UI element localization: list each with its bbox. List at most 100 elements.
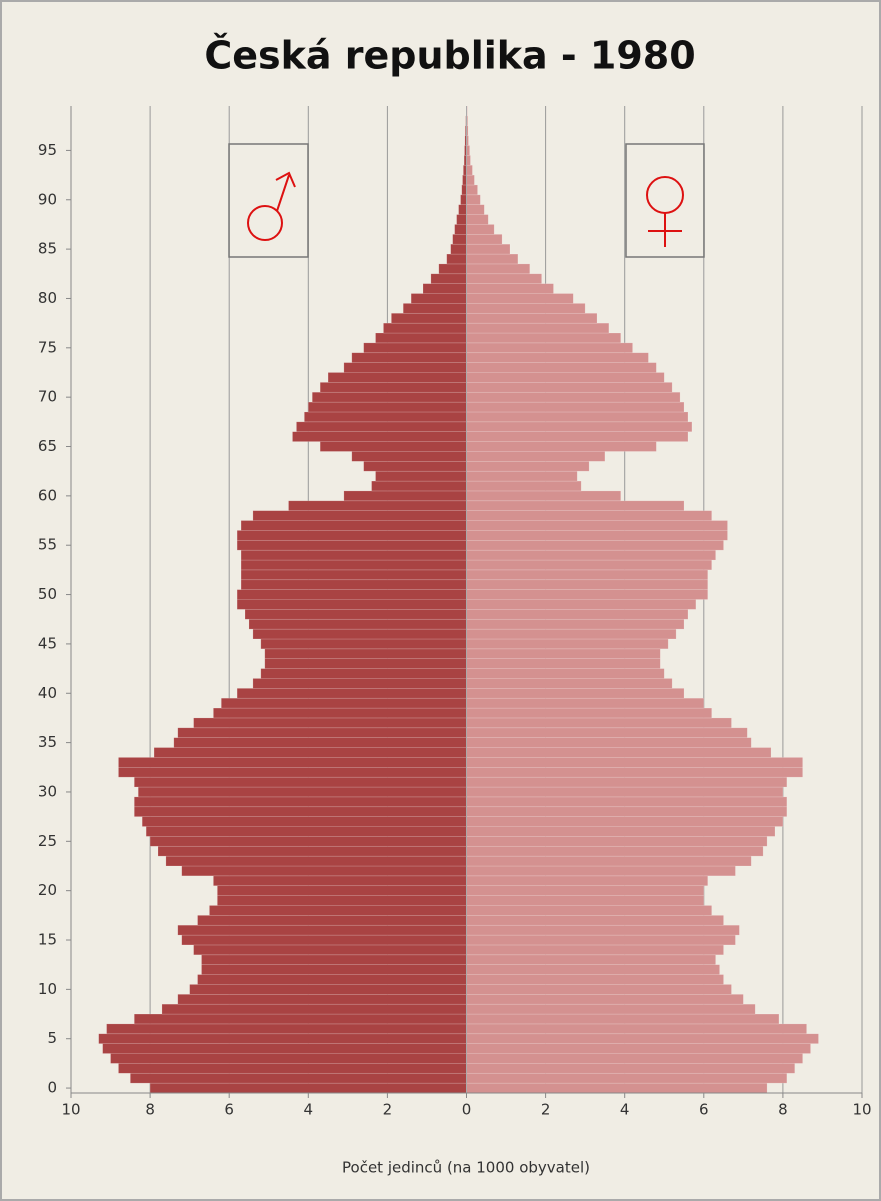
bar bbox=[466, 1033, 819, 1044]
bar bbox=[260, 668, 467, 679]
bar bbox=[177, 727, 467, 738]
bar bbox=[466, 1023, 807, 1035]
bar bbox=[452, 234, 467, 245]
bar bbox=[466, 569, 709, 581]
bar bbox=[466, 579, 709, 590]
bar bbox=[466, 688, 685, 699]
bar bbox=[343, 362, 467, 373]
bar bbox=[252, 678, 467, 689]
bar bbox=[454, 224, 467, 235]
bar bbox=[466, 362, 657, 373]
x-tick-label: 10 bbox=[852, 1101, 871, 1119]
bar bbox=[466, 549, 716, 561]
bar bbox=[217, 885, 467, 896]
bar bbox=[466, 776, 788, 788]
bar bbox=[466, 342, 633, 354]
bar bbox=[240, 569, 467, 581]
bar bbox=[466, 500, 685, 511]
bar bbox=[264, 658, 467, 669]
bar bbox=[375, 332, 467, 344]
bar bbox=[466, 253, 519, 265]
bar bbox=[236, 589, 467, 600]
bar bbox=[466, 678, 673, 689]
bar bbox=[466, 1053, 803, 1064]
bar bbox=[193, 944, 467, 956]
y-tick-label: 70 bbox=[38, 388, 57, 406]
bar bbox=[133, 776, 467, 788]
bar bbox=[133, 796, 467, 808]
bar bbox=[466, 155, 471, 166]
bar bbox=[466, 974, 724, 985]
bar bbox=[213, 707, 467, 719]
bar bbox=[371, 480, 467, 492]
y-tick-label: 30 bbox=[38, 782, 57, 800]
bar bbox=[466, 451, 606, 462]
y-tick-label: 25 bbox=[38, 832, 57, 850]
bar bbox=[466, 421, 693, 433]
bar bbox=[193, 717, 467, 729]
bar bbox=[240, 549, 467, 561]
bar bbox=[466, 668, 665, 679]
bar bbox=[157, 845, 467, 857]
bar bbox=[466, 1043, 811, 1054]
bar bbox=[466, 164, 473, 176]
male-symbol bbox=[228, 143, 309, 258]
bar bbox=[201, 954, 467, 965]
bar bbox=[466, 559, 713, 571]
bar bbox=[466, 816, 784, 827]
bar bbox=[133, 1013, 467, 1025]
x-tick-label: 4 bbox=[620, 1101, 630, 1119]
bar bbox=[466, 757, 803, 768]
bar bbox=[292, 431, 467, 442]
bar bbox=[319, 441, 467, 452]
bar bbox=[466, 707, 713, 719]
bar bbox=[466, 332, 622, 344]
bar bbox=[466, 303, 586, 314]
y-tick-label: 75 bbox=[38, 338, 57, 356]
bar bbox=[466, 184, 478, 196]
bar bbox=[466, 697, 705, 709]
bar bbox=[236, 530, 467, 541]
bar bbox=[351, 451, 467, 462]
bar bbox=[466, 530, 728, 541]
bar bbox=[466, 312, 598, 324]
bar bbox=[311, 391, 467, 403]
bar bbox=[383, 322, 467, 334]
bar bbox=[141, 816, 467, 827]
bar bbox=[149, 1082, 467, 1094]
bar bbox=[137, 786, 467, 798]
bar bbox=[252, 628, 467, 640]
bar bbox=[466, 845, 764, 857]
bar bbox=[466, 372, 665, 383]
bar bbox=[304, 411, 467, 423]
bar bbox=[466, 599, 697, 610]
bar bbox=[466, 855, 752, 867]
bar bbox=[466, 609, 689, 620]
bar bbox=[240, 520, 467, 531]
bar bbox=[351, 352, 467, 363]
bar bbox=[161, 1003, 467, 1015]
bar bbox=[466, 826, 776, 837]
y-tick-label: 35 bbox=[38, 733, 57, 751]
bar bbox=[466, 796, 788, 808]
bar bbox=[466, 618, 685, 630]
y-tick-label: 55 bbox=[38, 536, 57, 554]
x-tick-label: 4 bbox=[304, 1101, 314, 1119]
bar bbox=[466, 539, 724, 551]
x-axis-label: Počet jedinců (na 1000 obyvatel) bbox=[342, 1159, 590, 1177]
bar bbox=[240, 559, 467, 571]
bar bbox=[466, 510, 713, 521]
y-tick-label: 50 bbox=[38, 585, 57, 603]
bar bbox=[118, 766, 467, 778]
bar bbox=[133, 806, 467, 817]
bar bbox=[220, 697, 467, 709]
bar bbox=[197, 974, 467, 985]
bar bbox=[466, 234, 503, 245]
bar bbox=[466, 411, 689, 423]
bar bbox=[422, 283, 467, 294]
bar bbox=[466, 934, 736, 946]
bar bbox=[438, 263, 467, 275]
bar bbox=[363, 342, 467, 354]
bar bbox=[466, 382, 673, 393]
bar bbox=[466, 924, 740, 936]
